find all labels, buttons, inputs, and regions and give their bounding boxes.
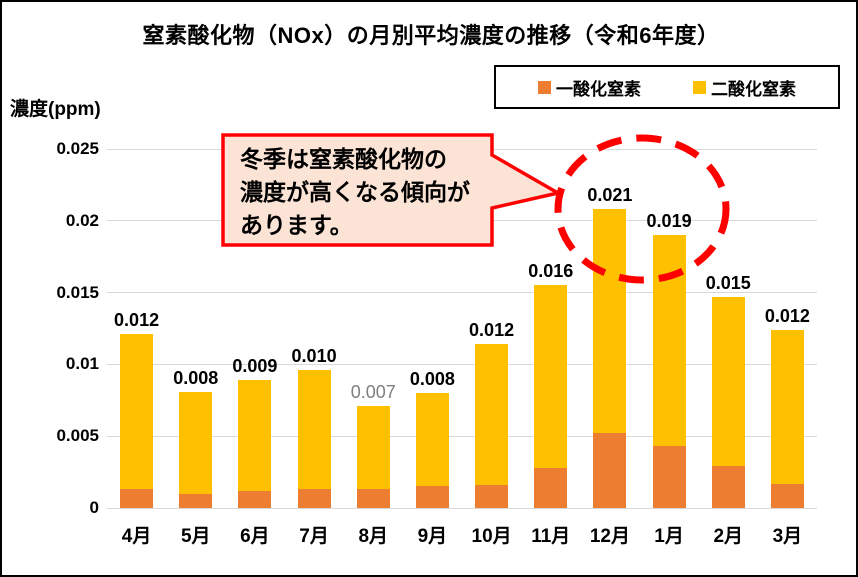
bar-value-label: 0.019 (646, 211, 692, 232)
legend-label-no2: 二酸化窒素 (711, 79, 796, 99)
gridline (107, 292, 817, 294)
bar-value-label: 0.010 (291, 346, 337, 367)
bar-value-label: 0.016 (528, 261, 574, 282)
x-tick-label: 12月 (589, 526, 630, 547)
bar-segment-no (297, 489, 331, 508)
y-tick-label: 0 (89, 498, 99, 517)
bar-segment-no (120, 489, 154, 508)
x-tick-label: 9月 (417, 526, 448, 547)
bar-segment-no2 (179, 391, 213, 494)
gridline (107, 148, 817, 150)
gridline (107, 507, 817, 509)
bar-value-label: 0.008 (409, 369, 455, 390)
bar-segment-no (711, 466, 745, 508)
x-tick-label: 6月 (240, 526, 270, 547)
x-tick-label: 11月 (531, 526, 571, 547)
legend-item-no: 一酸化窒素 (538, 75, 641, 100)
bar-value-label: 0.007 (350, 382, 396, 403)
bar-segment-no2 (475, 344, 509, 485)
bar-segment-no (415, 486, 449, 508)
bar-segment-no (475, 485, 509, 508)
gridline (107, 363, 817, 365)
bar-segment-no (534, 467, 568, 508)
y-tick-label: 0.025 (56, 139, 99, 158)
gridline (107, 435, 817, 437)
legend: 一酸化窒素 二酸化窒素 (494, 65, 840, 109)
legend-label-no: 一酸化窒素 (556, 79, 641, 99)
bar-value-label: 0.021 (587, 185, 633, 206)
x-tick-label: 3月 (772, 526, 803, 547)
bar-value-label: 0.009 (232, 356, 278, 377)
bar-segment-no2 (297, 370, 331, 490)
y-tick-label: 0.005 (56, 426, 99, 446)
bar-value-label: 0.012 (764, 305, 810, 326)
chart-title: 窒素酸化物（NOx）の月別平均濃度の推移（令和6年度） (142, 23, 720, 48)
bar-segment-no (238, 490, 272, 508)
x-tick-label: 5月 (180, 526, 211, 547)
x-tick-label: 7月 (299, 526, 329, 547)
legend-swatch-no2-icon (693, 80, 706, 94)
x-tick-label: 1月 (654, 526, 684, 547)
x-tick-label: 8月 (358, 526, 389, 547)
bar-segment-no (770, 483, 804, 508)
y-tick-label: 0.01 (65, 354, 99, 374)
bar-segment-no2 (770, 329, 804, 484)
y-tick-label: 0.02 (65, 210, 99, 230)
bar-segment-no2 (652, 235, 686, 447)
x-tick-label: 10月 (471, 526, 512, 547)
bar-segment-no2 (534, 285, 568, 468)
x-tick-label: 2月 (713, 526, 744, 547)
bar-segment-no (356, 489, 390, 508)
bar-segment-no2 (593, 209, 627, 434)
bar-segment-no2 (415, 393, 449, 487)
legend-item-no2: 二酸化窒素 (693, 75, 796, 100)
bar-segment-no (652, 446, 686, 508)
bar-value-label: 0.012 (114, 310, 160, 331)
bar-segment-no2 (711, 296, 745, 467)
bar-segment-no (593, 433, 627, 508)
y-axis-unit-label: 濃度(ppm) (10, 99, 101, 120)
bar-value-label: 0.015 (705, 272, 751, 293)
bar-segment-no2 (238, 380, 272, 491)
bar-segment-no2 (356, 406, 390, 490)
bar-value-label: 0.012 (469, 320, 515, 341)
legend-swatch-no-icon (538, 80, 551, 94)
x-tick-label: 4月 (121, 526, 152, 547)
bar-segment-no2 (120, 334, 154, 490)
bar-value-label: 0.008 (173, 367, 219, 388)
bar-segment-no (179, 493, 213, 508)
y-tick-label: 0.015 (56, 282, 99, 302)
